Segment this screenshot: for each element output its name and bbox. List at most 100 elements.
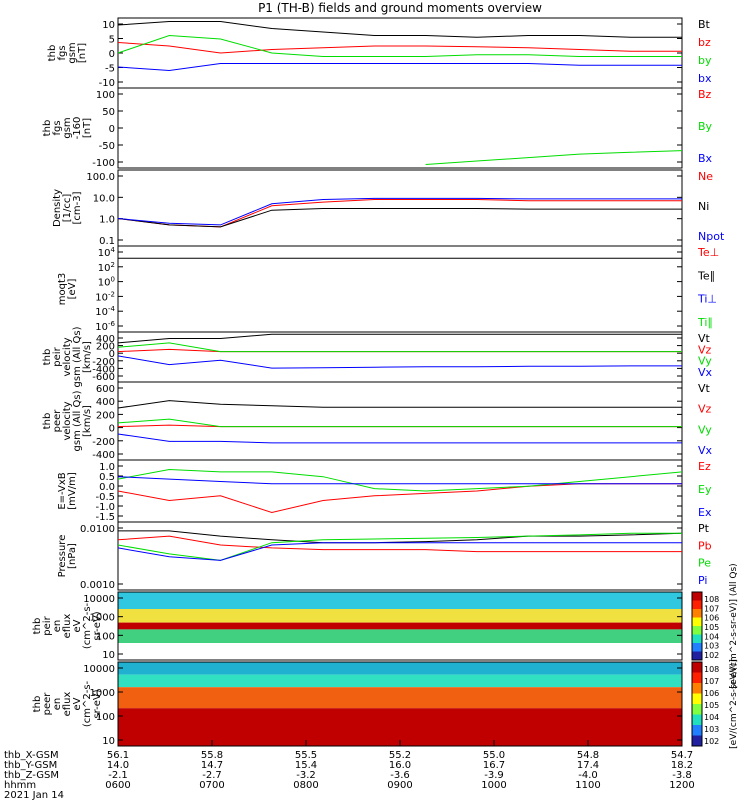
x-tick-label: 16.0 <box>389 760 411 771</box>
y-axis-label: gsm (All Qs) <box>72 326 83 387</box>
y-tick-label: 100.0 <box>86 172 115 183</box>
y-tick-label: -200 <box>92 437 115 448</box>
panel-7 <box>117 459 683 523</box>
colorbar-segment <box>692 714 702 726</box>
legend-bz: Bz <box>698 88 712 101</box>
x-tick-label: 0600 <box>105 780 130 791</box>
y-tick-label: 10000 <box>83 664 115 675</box>
panel-1 <box>117 17 683 89</box>
series-vy <box>117 418 682 428</box>
legend-bz: bz <box>698 36 711 49</box>
series-by <box>425 150 683 165</box>
colorbar-tick-label: 102 <box>704 737 719 746</box>
panel-5 <box>117 331 683 383</box>
x-tick-label: -3.9 <box>484 770 504 781</box>
panel-5-frame <box>117 331 683 383</box>
figure-title: P1 (TH-B) fields and ground moments over… <box>258 1 542 15</box>
y-tick-label: -400 <box>92 364 115 375</box>
y-tick-label: 10 <box>102 20 115 31</box>
colorbar-segment <box>692 693 702 705</box>
colorbar-segment <box>692 704 702 715</box>
y-tick-label: 400 <box>96 397 115 408</box>
series-ne <box>117 199 682 228</box>
colorbar-tick-label: 104 <box>704 632 719 641</box>
legend-pt: Pt <box>698 522 710 535</box>
colorbar-segment <box>692 617 702 627</box>
y-axis-label: [mV/m] <box>67 472 78 510</box>
y-tick-label: -0.5 <box>95 492 115 503</box>
panel-6-frame <box>117 381 683 461</box>
panel-9-frame <box>117 591 683 661</box>
y-axis-label: fgs <box>57 45 68 60</box>
y-tick-label: 1000 <box>90 688 115 699</box>
y-axis-label: -160 <box>72 117 83 140</box>
colorbar-tick-label: 106 <box>704 614 719 623</box>
y-tick-label: -600 <box>92 372 115 383</box>
y-axis-label: sr-eV) <box>92 611 103 640</box>
x-row-label-thb-z-gsm: thb_Z-GSM <box>4 770 59 781</box>
y-axis-label: [nT] <box>82 118 93 138</box>
panel-8 <box>117 521 683 591</box>
y-axis-label: E=-VxB <box>57 472 68 509</box>
colorbar-segment <box>692 592 702 601</box>
colorbar-segment <box>692 651 702 661</box>
colorbar-segment <box>692 600 702 610</box>
panel-3 <box>117 169 683 247</box>
legend-by: by <box>698 54 712 67</box>
y-tick-label: -100 <box>92 158 115 169</box>
colorbar-segment <box>692 683 702 694</box>
panel-9 <box>117 591 703 661</box>
series-bx <box>117 63 682 72</box>
y-axis-label: sr-eV) <box>92 689 103 718</box>
legend-npot: Npot <box>698 230 725 243</box>
x-tick-label: -2.7 <box>202 770 222 781</box>
y-tick-label: -10 <box>99 78 115 89</box>
y-axis-label: eflux <box>62 692 73 717</box>
series-pt <box>118 530 683 544</box>
y-axis-label: [cm-3] <box>72 191 83 224</box>
legend-vz: Vz <box>698 343 712 356</box>
y-tick-label: 0.0010 <box>80 580 115 591</box>
series-ez <box>117 483 682 514</box>
spectrogram-band-2 <box>118 674 682 688</box>
series-npot <box>117 197 682 226</box>
series-ni <box>117 208 682 228</box>
x-row-label-thb-x-gsm: thb_X-GSM <box>4 750 59 761</box>
legend-vt: Vt <box>698 332 711 345</box>
colorbar-label: [eV/(cm^2-s-sr-eV)] (All Qs) <box>729 563 739 688</box>
colorbar-frame <box>691 591 703 661</box>
y-axis-label: thb <box>42 120 53 137</box>
x-tick-label: 0900 <box>387 780 412 791</box>
x-tick-label: 1000 <box>481 780 506 791</box>
legend-bx: Bx <box>698 152 713 165</box>
legend-vx: Vx <box>698 366 713 379</box>
y-tick-label: 1.0 <box>99 215 115 226</box>
y-axis-label: moqt3 <box>57 273 68 306</box>
series-pi <box>117 542 682 561</box>
spectrogram-band-1 <box>118 662 682 675</box>
colorbar-segment <box>692 634 702 644</box>
series-vt <box>117 400 682 409</box>
colorbar-label: [eV/(cm^2-s-sr-eV)] <box>729 659 739 749</box>
legend-ni: Ni <box>698 200 709 213</box>
y-tick-label: 0 <box>109 349 115 360</box>
x-tick-label: 1100 <box>575 780 600 791</box>
colorbar-segment <box>692 735 702 747</box>
x-tick-label: 0800 <box>293 780 318 791</box>
x-tick-label: 17.4 <box>577 760 599 771</box>
y-tick-label: 100 <box>98 276 115 289</box>
legend-ti∥: Ti∥ <box>697 316 713 329</box>
y-axis-label: gsm <box>62 117 73 138</box>
y-tick-label: 1.0 <box>99 462 115 473</box>
y-axis-label: thb <box>42 349 53 366</box>
legend-vt: Vt <box>698 382 711 395</box>
y-axis-label: [nPa] <box>67 543 78 569</box>
y-axis-label: [1/cc] <box>62 194 73 223</box>
y-tick-label: 200 <box>96 342 115 353</box>
y-axis-label: thb <box>42 413 53 430</box>
colorbar-segment <box>692 626 702 635</box>
series-by <box>117 34 682 57</box>
y-axis-label: velocity <box>62 401 73 440</box>
y-tick-label: 0 <box>109 124 115 135</box>
